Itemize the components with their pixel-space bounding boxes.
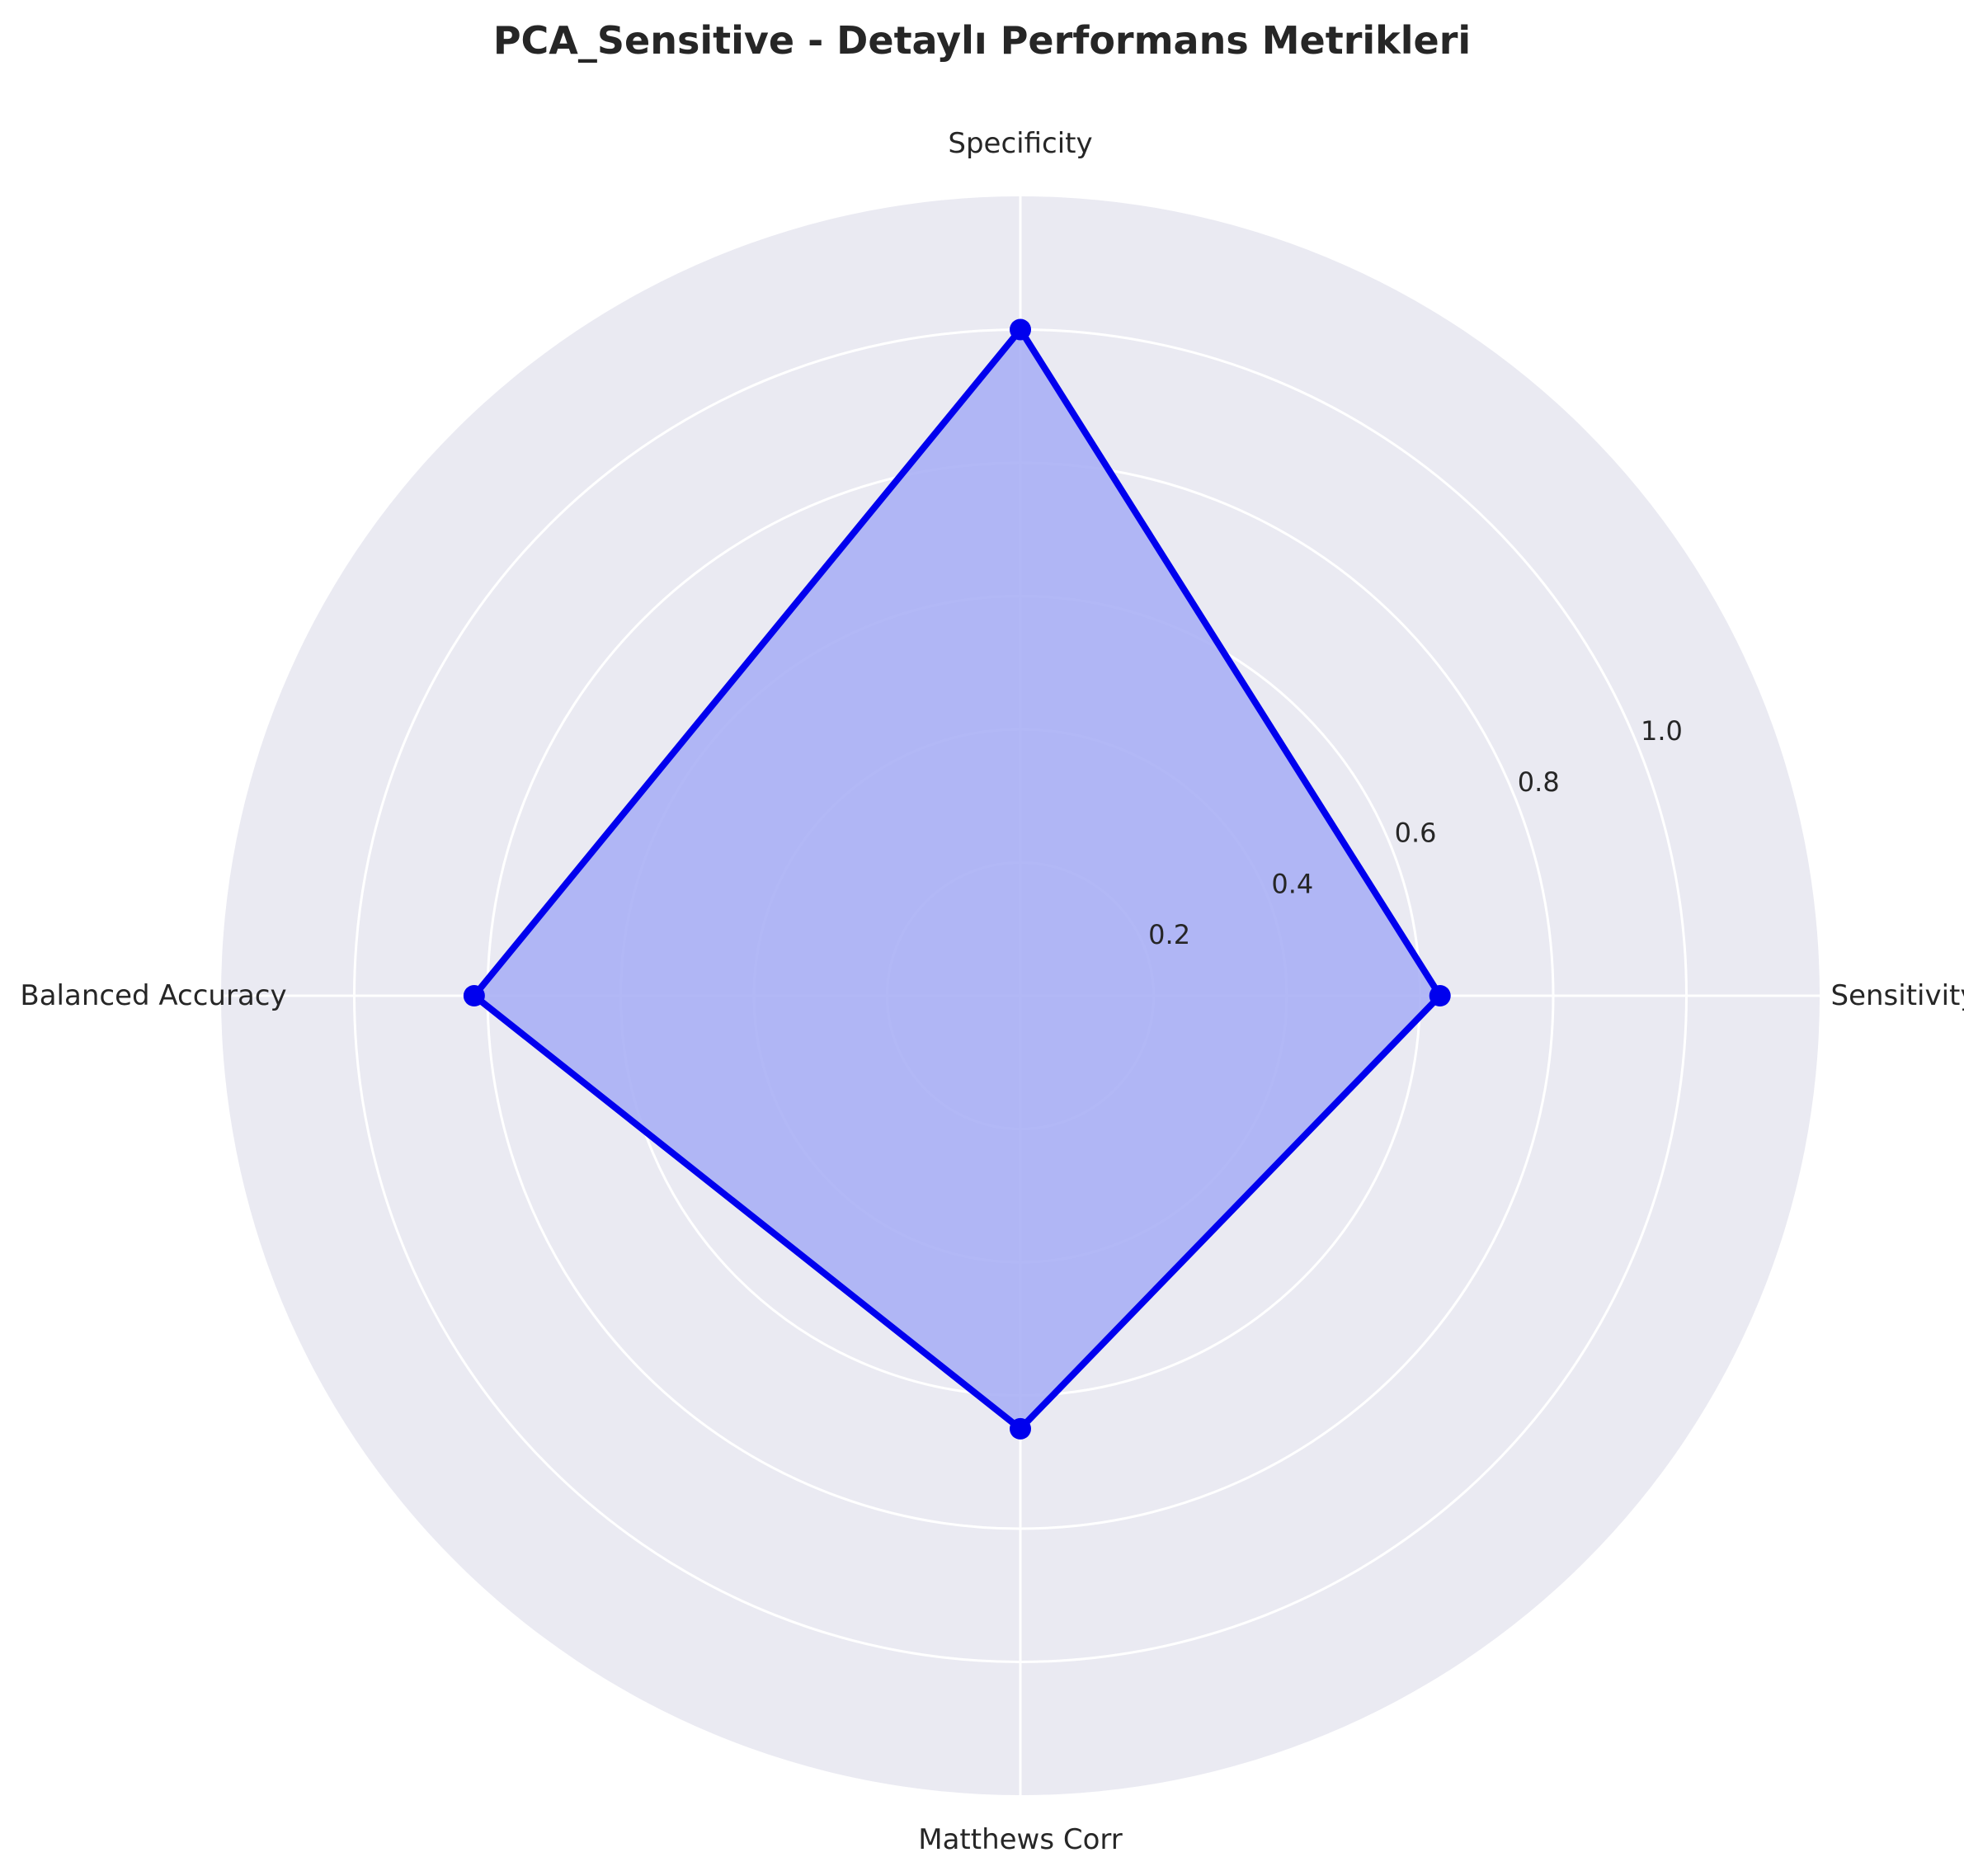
r-tick-label: 0.4 <box>1271 868 1313 899</box>
r-tick-label: 0.6 <box>1395 818 1437 849</box>
r-tick-label: 0.2 <box>1148 919 1190 950</box>
data-point-balanced-accuracy <box>463 985 485 1006</box>
category-label-specificity: Specificity <box>948 127 1092 160</box>
r-tick-label: 0.8 <box>1518 766 1560 798</box>
category-label-matthews-corr: Matthews Corr <box>918 1823 1123 1856</box>
radial-tick-labels: 0.2 0.4 0.6 0.8 1.0 <box>1148 715 1683 950</box>
category-label-balanced-accuracy: Balanced Accuracy <box>20 979 286 1012</box>
category-labels: Sensitivity Specificity Balanced Accuracy M… <box>20 127 1964 1856</box>
series-fill-area <box>473 329 1440 1429</box>
data-point-sensitivity <box>1429 985 1451 1006</box>
data-point-specificity <box>1010 318 1031 341</box>
chart-title: PCA_Sensitive - Detaylı Performans Metri… <box>492 18 1472 63</box>
category-label-sensitivity: Sensitivity <box>1830 979 1964 1012</box>
r-tick-label: 1.0 <box>1641 715 1683 747</box>
series-points <box>463 318 1451 1440</box>
data-point-matthews-corr <box>1010 1417 1031 1440</box>
